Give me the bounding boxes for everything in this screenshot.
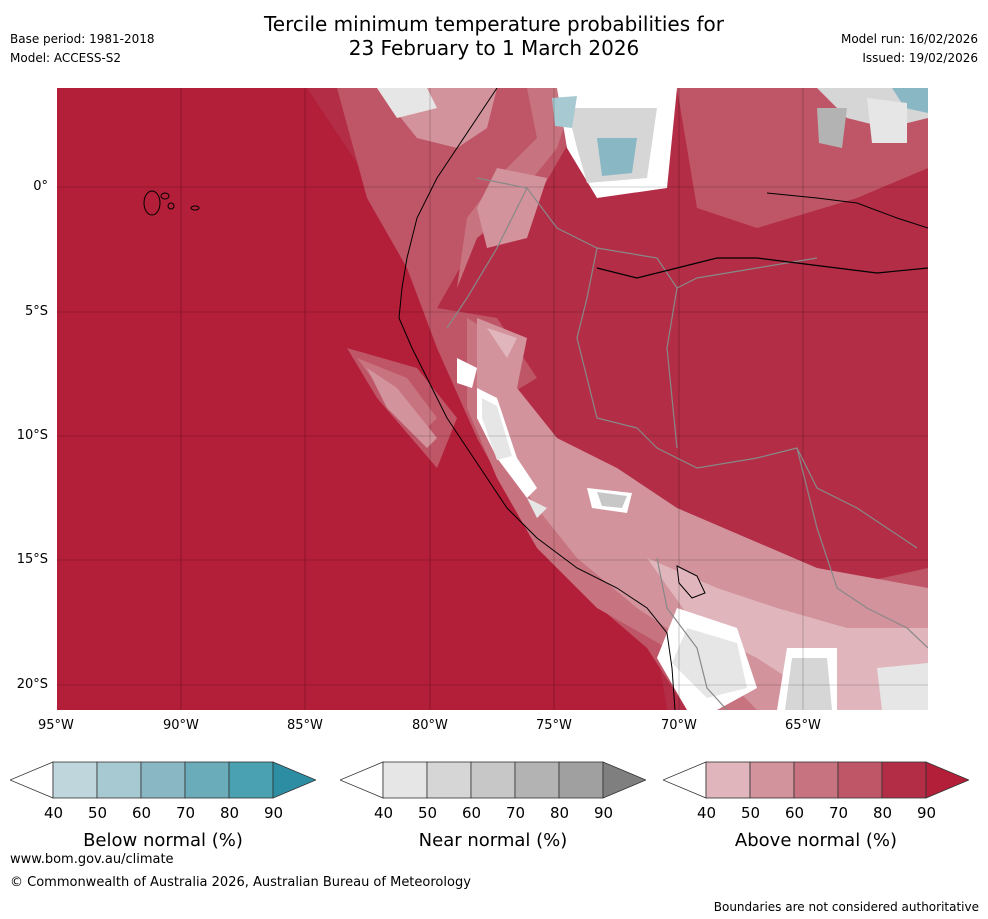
colorbar-near-tick-90: 90: [594, 804, 614, 822]
colorbar-near-tick-50: 50: [418, 804, 438, 822]
lat-label-5s: 5°S: [24, 304, 48, 319]
lon-label-80w: 80°W: [412, 718, 448, 733]
colorbar-below-tick-50: 50: [88, 804, 108, 822]
colorbar-above-tick-80: 80: [873, 804, 893, 822]
colorbar-below-tick-40: 40: [44, 804, 64, 822]
lake-titicaca: [676, 565, 706, 599]
map-title: Tercile minimum temperature probabilitie…: [0, 12, 988, 60]
lat-label-0: 0°: [33, 179, 48, 194]
lat-label-20s: 20°S: [16, 677, 48, 692]
colorbar-near-swatches: [338, 761, 648, 799]
colorbar-near-tick-70: 70: [506, 804, 526, 822]
model-name: Model: ACCESS-S2: [10, 51, 122, 65]
colorbar-above-tick-40: 40: [697, 804, 717, 822]
near-normal-region-east: [867, 98, 907, 143]
colorbar-above-tick-60: 60: [785, 804, 805, 822]
colorbar-above-swatches: [661, 761, 971, 799]
near-normal-patch-coast: [482, 398, 512, 460]
region-50-north: [477, 168, 547, 248]
colorbar-near-normal: 40 50 60 70 80 90 Near normal (%): [338, 760, 648, 851]
title-line-2: 23 February to 1 March 2026: [348, 36, 640, 60]
model-run: Model run: 16/02/2026: [840, 32, 978, 46]
below-normal-region-ne: [892, 88, 928, 113]
colorbar-below-title: Below normal (%): [83, 830, 243, 851]
near-normal-region-far-se: [877, 663, 928, 710]
colorbar-above-tick-70: 70: [829, 804, 849, 822]
below-normal-region: [597, 138, 637, 176]
region-40: [647, 558, 928, 710]
coastline: [398, 88, 676, 710]
colorbar-above-title: Above normal (%): [734, 830, 898, 851]
coastal-region-50: [367, 368, 437, 448]
below-normal-region-small: [552, 96, 577, 128]
region-50-south: [477, 318, 928, 710]
colorbar-below-normal: 40 50 60 70 80 90 Below normal (%): [8, 760, 318, 851]
lon-label-85w: 85°W: [287, 718, 323, 733]
near-normal-patch-3: [527, 498, 547, 518]
copyright-notice: © Commonwealth of Australia 2026, Austra…: [10, 875, 471, 890]
colorbar-below-tick-90: 90: [264, 804, 284, 822]
probability-map: [57, 88, 928, 710]
lat-label-15s: 15°S: [16, 552, 48, 567]
lon-label-90w: 90°W: [163, 718, 199, 733]
neutral-patch-1: [457, 358, 477, 388]
issued-date: Issued: 19/02/2026: [862, 51, 978, 65]
colorbar-near-tick-60: 60: [462, 804, 482, 822]
map-canvas: [57, 88, 928, 710]
region-40-small: [487, 328, 517, 358]
near-normal-region-south: [672, 628, 747, 698]
lon-label-75w: 75°W: [536, 718, 572, 733]
near-normal-region-dark: [817, 108, 847, 148]
base-period: Base period: 1981-2018: [10, 32, 155, 46]
near-normal-region: [377, 88, 437, 118]
near-normal-patch-4: [597, 492, 627, 508]
lat-label-10s: 10°S: [16, 428, 48, 443]
website-link[interactable]: www.bom.gov.au/climate: [10, 852, 174, 867]
colorbar-above-tick-50: 50: [741, 804, 761, 822]
colorbar-above-normal: 40 50 60 70 80 90 Above normal (%): [661, 760, 971, 851]
river-north: [766, 192, 928, 229]
boundaries-disclaimer: Boundaries are not considered authoritat…: [713, 900, 979, 914]
colorbar-near-tick-80: 80: [550, 804, 570, 822]
colorbar-below-tick-70: 70: [176, 804, 196, 822]
river: [596, 257, 928, 279]
galapagos-islands: [143, 190, 200, 216]
colorbar-below-tick-80: 80: [220, 804, 240, 822]
near-normal-region-se: [785, 658, 832, 710]
lon-label-95w: 95°W: [38, 718, 74, 733]
colorbar-below-tick-60: 60: [132, 804, 152, 822]
lon-label-65w: 65°W: [785, 718, 821, 733]
colorbar-below-swatches: [8, 761, 318, 799]
country-borders: [446, 177, 928, 710]
north-region-70: [677, 88, 928, 228]
lon-label-70w: 70°W: [661, 718, 697, 733]
colorbar-above-tick-90: 90: [917, 804, 937, 822]
colorbar-near-title: Near normal (%): [418, 830, 568, 851]
colorbar-near-tick-40: 40: [374, 804, 394, 822]
title-line-1: Tercile minimum temperature probabilitie…: [263, 12, 725, 36]
